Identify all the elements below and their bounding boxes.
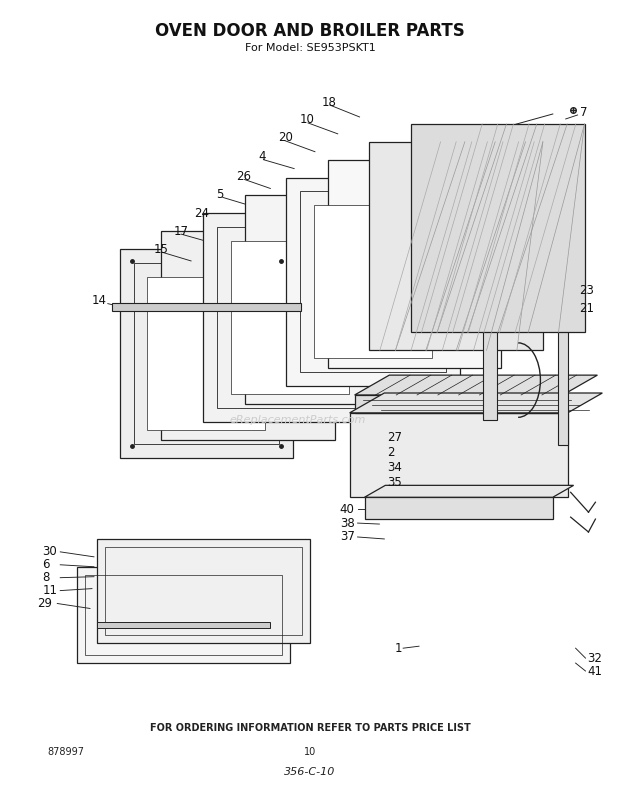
Polygon shape: [245, 196, 418, 404]
Text: 15: 15: [153, 243, 168, 255]
Polygon shape: [355, 395, 563, 413]
Text: 1: 1: [394, 641, 402, 655]
Polygon shape: [231, 241, 348, 394]
Polygon shape: [77, 567, 290, 663]
Text: 878997: 878997: [47, 747, 84, 758]
Polygon shape: [112, 303, 301, 311]
Text: 2: 2: [388, 446, 395, 459]
Polygon shape: [314, 205, 432, 358]
Text: 29: 29: [37, 597, 53, 610]
Polygon shape: [286, 178, 459, 386]
Text: 5: 5: [216, 188, 223, 201]
Text: OVEN DOOR AND BROILER PARTS: OVEN DOOR AND BROILER PARTS: [155, 21, 465, 39]
Polygon shape: [484, 310, 497, 420]
Text: eReplacementParts.com: eReplacementParts.com: [229, 415, 366, 424]
Polygon shape: [411, 124, 585, 332]
Text: 23: 23: [580, 285, 595, 297]
Text: 14: 14: [92, 294, 107, 307]
Text: 27: 27: [388, 432, 402, 444]
Polygon shape: [558, 291, 568, 445]
Text: 26: 26: [236, 170, 250, 183]
Polygon shape: [97, 622, 270, 627]
Polygon shape: [328, 160, 502, 368]
Text: 8: 8: [42, 571, 50, 584]
Text: 21: 21: [580, 302, 595, 315]
Text: 30: 30: [42, 545, 57, 558]
Polygon shape: [203, 213, 376, 422]
Text: 34: 34: [388, 461, 402, 474]
Text: 40: 40: [340, 503, 355, 516]
Text: 17: 17: [173, 225, 188, 237]
Text: FOR ORDERING INFORMATION REFER TO PARTS PRICE LIST: FOR ORDERING INFORMATION REFER TO PARTS …: [149, 722, 471, 733]
Text: For Model: SE953PSKT1: For Model: SE953PSKT1: [245, 43, 375, 53]
Polygon shape: [350, 393, 603, 413]
Text: 24: 24: [194, 207, 209, 220]
Polygon shape: [148, 277, 265, 430]
Text: 356-C-10: 356-C-10: [285, 767, 335, 777]
Text: 18: 18: [322, 96, 337, 108]
Polygon shape: [370, 141, 543, 351]
Polygon shape: [350, 413, 568, 498]
Text: 35: 35: [388, 476, 402, 489]
Polygon shape: [120, 249, 293, 457]
Text: 41: 41: [588, 664, 603, 678]
Polygon shape: [355, 375, 598, 395]
Text: 38: 38: [340, 516, 355, 530]
Text: 37: 37: [340, 531, 355, 543]
Text: 32: 32: [588, 652, 603, 665]
Text: 11: 11: [42, 584, 58, 597]
Text: 6: 6: [42, 558, 50, 571]
Text: 4: 4: [259, 150, 266, 163]
Polygon shape: [365, 485, 574, 498]
Polygon shape: [161, 231, 335, 439]
Polygon shape: [97, 539, 310, 643]
Text: 10: 10: [304, 747, 316, 758]
Polygon shape: [365, 498, 553, 519]
Text: 7: 7: [580, 105, 587, 119]
Text: 10: 10: [300, 113, 315, 127]
Text: 20: 20: [278, 131, 293, 145]
